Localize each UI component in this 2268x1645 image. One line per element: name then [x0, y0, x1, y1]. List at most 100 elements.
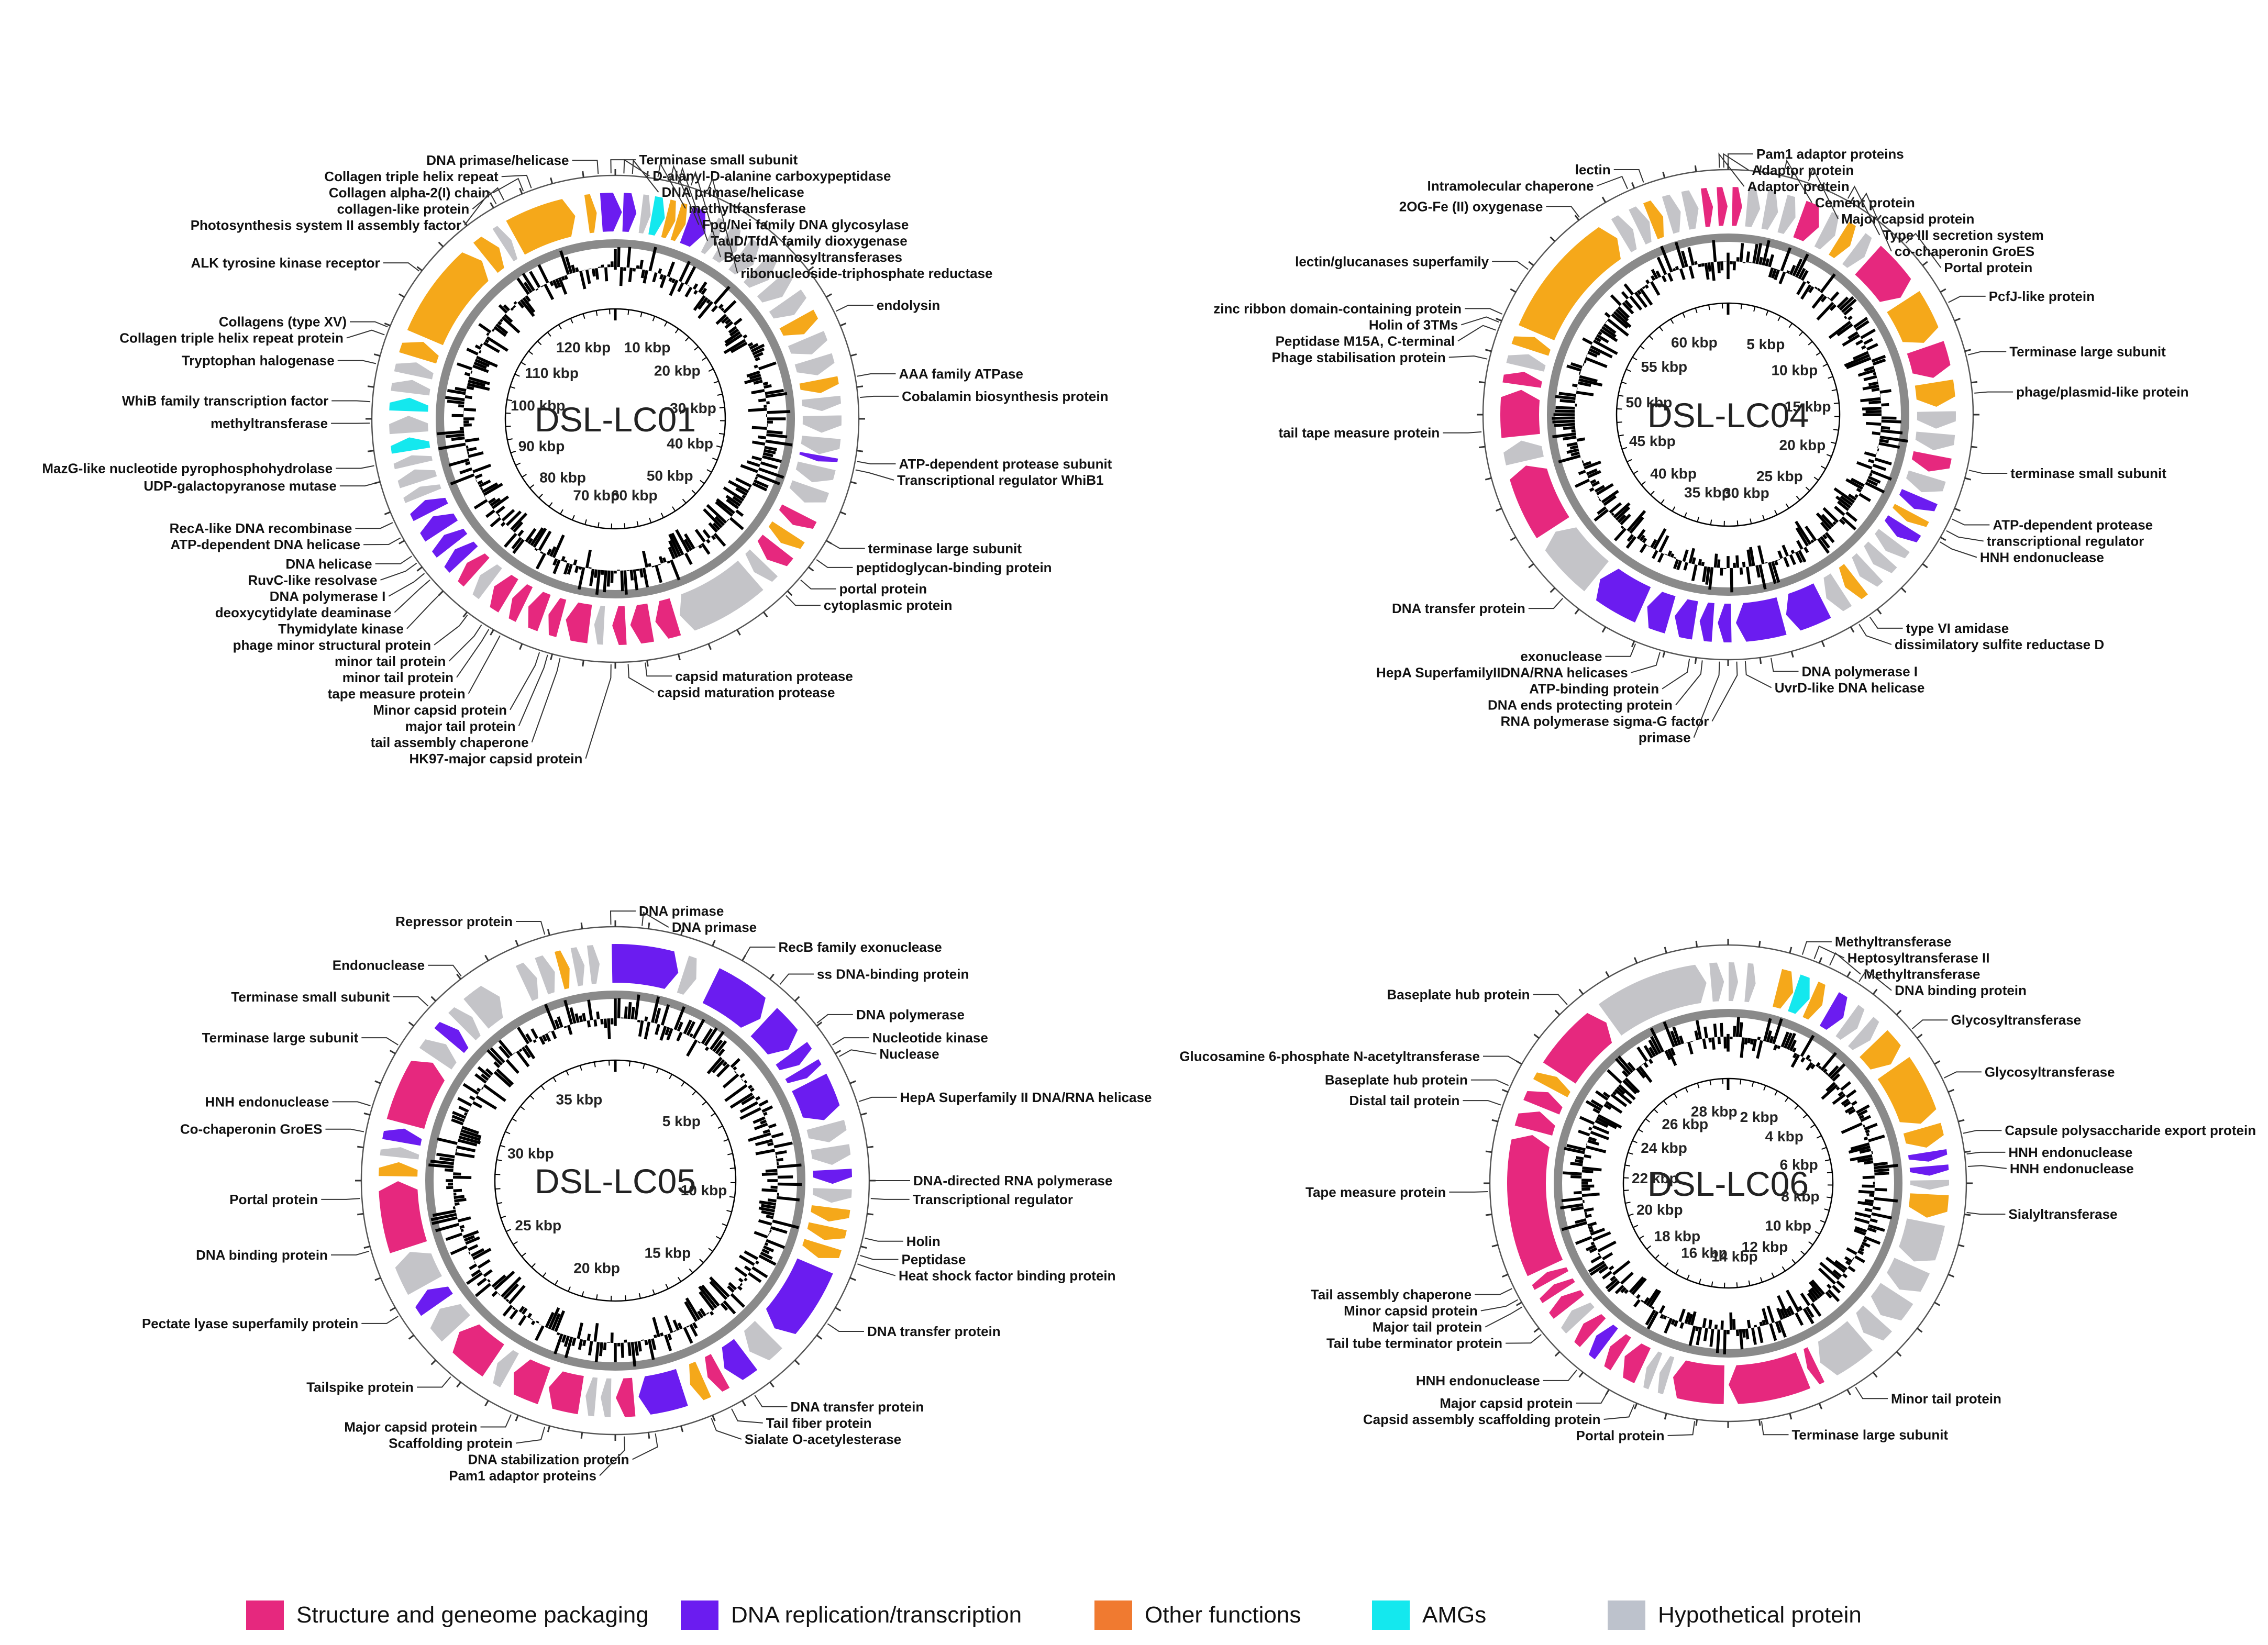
gc-content-bar	[495, 505, 505, 515]
gene-label: Sialate O-acetylesterase	[745, 1431, 901, 1447]
scale-label: 18 kbp	[1654, 1228, 1700, 1244]
gene-label: Cobalamin biosynthesis protein	[902, 388, 1108, 404]
gc-content-bar	[1681, 250, 1688, 268]
gc-content-bar	[659, 274, 664, 280]
gc-content-bar	[730, 1293, 745, 1308]
gc-content-bar	[1821, 514, 1834, 528]
gene-other	[688, 1360, 713, 1402]
gc-content-bar	[1621, 291, 1629, 299]
scale-tick	[1721, 303, 1723, 309]
gc-content-bar	[451, 1115, 465, 1122]
gc-content-bar	[472, 1248, 492, 1260]
label-leader	[510, 652, 540, 710]
outer-tick	[357, 1213, 364, 1216]
scale-tick	[540, 1085, 545, 1091]
gc-content-bar	[723, 486, 745, 502]
gc-content-bar	[1868, 1135, 1885, 1142]
gc-content-bar	[472, 463, 492, 473]
gc-content-bar	[1679, 268, 1686, 280]
legend-swatch-other	[1094, 1600, 1132, 1630]
label-leader	[1576, 1391, 1609, 1404]
gc-content-bar	[453, 1175, 472, 1179]
gc-content-bar	[620, 570, 624, 592]
scale-tick	[1641, 481, 1646, 485]
gc-content-bar	[655, 564, 662, 583]
gc-content-bar	[751, 426, 767, 430]
gc-content-bar	[1723, 1329, 1727, 1354]
gc-content-bar	[626, 247, 632, 268]
gc-content-bar	[1566, 1144, 1586, 1151]
gc-content-bar	[765, 388, 784, 395]
scale-tick	[529, 1095, 535, 1100]
scale-tick	[555, 1280, 558, 1285]
outer-tick	[807, 566, 814, 572]
gene-hypo	[1708, 961, 1725, 1003]
gc-content-bar	[486, 1049, 503, 1066]
gc-content-bar	[1820, 295, 1827, 303]
gc-content-bar	[476, 1087, 481, 1092]
gc-content-bar	[1739, 567, 1743, 575]
gc-content-bar	[491, 1291, 498, 1297]
label-leader	[858, 1096, 897, 1102]
gc-content-bar	[1766, 1305, 1775, 1324]
gc-content-bar	[768, 1123, 777, 1129]
outer-tick	[1948, 1088, 1955, 1093]
gc-content-bar	[764, 1242, 769, 1246]
outer-tick	[1695, 1419, 1698, 1426]
gene-label: DNA polymerase I	[270, 588, 386, 604]
outer-tick	[1631, 640, 1635, 648]
gene-structure	[1508, 464, 1571, 540]
gc-content-bar	[564, 1336, 573, 1359]
gc-content-bar	[1879, 389, 1891, 394]
outer-tick	[1758, 940, 1761, 948]
gene-other	[767, 520, 806, 550]
gc-content-bar	[1792, 1052, 1798, 1059]
gc-content-bar	[1688, 1325, 1696, 1346]
gc-content-bar	[1687, 1041, 1694, 1055]
gc-content-bar	[591, 268, 596, 277]
outer-tick	[1664, 947, 1667, 953]
gc-content-bar	[766, 430, 783, 435]
gene-label: HNH endonuclease	[2010, 1161, 2134, 1176]
gc-content-bar	[764, 384, 772, 389]
gene-hypo	[392, 454, 434, 471]
gc-content-bar	[538, 530, 552, 551]
legend-label: DNA replication/transcription	[731, 1602, 1022, 1628]
gene-label: DNA polymerase I	[1801, 663, 1918, 679]
gene-label: capsid maturation protease	[675, 668, 853, 684]
scale-tick	[1750, 518, 1752, 524]
scale-tick	[702, 357, 707, 361]
gc-content-bar	[1576, 391, 1594, 396]
outer-tick	[1789, 1413, 1793, 1420]
gc-content-bar	[457, 362, 473, 371]
gc-content-bar	[722, 1061, 728, 1067]
scale-label: 25 kbp	[1756, 468, 1803, 484]
outer-tick	[1574, 608, 1580, 615]
gc-content-bar	[1575, 1236, 1592, 1245]
outer-tick	[867, 1146, 873, 1149]
gc-content-bar	[1758, 564, 1767, 590]
label-leader	[857, 461, 896, 464]
gc-content-bar	[1749, 547, 1755, 566]
label-leader	[827, 541, 865, 549]
gc-content-bar	[712, 522, 721, 531]
label-leader	[1693, 661, 1720, 738]
gc-content-bar	[1582, 1166, 1602, 1172]
gc-content-bar	[1735, 1017, 1740, 1037]
gc-content-bar	[670, 559, 681, 581]
outer-tick	[462, 220, 468, 227]
gc-content-bar	[749, 373, 761, 380]
gc-content-bar	[1694, 1030, 1699, 1040]
scale-tick	[552, 1077, 557, 1082]
label-leader	[641, 912, 669, 928]
gc-content-bar	[464, 437, 480, 443]
label-leader	[1946, 530, 1984, 542]
gc-content-bar	[472, 1101, 483, 1109]
gc-content-bar	[1711, 1037, 1716, 1050]
gene-dna	[1883, 514, 1923, 544]
gc-content-bar	[1639, 287, 1653, 306]
gc-content-bar	[1855, 339, 1864, 346]
gc-content-bar	[755, 1260, 759, 1265]
gc-content-bar	[466, 386, 474, 391]
gc-content-bar	[493, 326, 507, 337]
